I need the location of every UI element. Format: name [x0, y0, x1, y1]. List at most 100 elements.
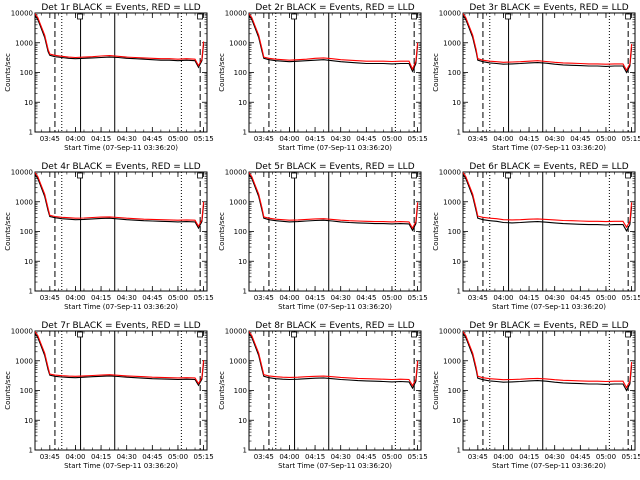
x-tick-label: 03:45 — [254, 135, 274, 143]
x-tick-label: 04:30 — [117, 135, 137, 143]
top-square-marker — [625, 331, 631, 338]
y-tick-label: 1 — [457, 288, 461, 296]
y-tick-label: 1 — [29, 447, 33, 455]
x-tick-label: 04:30 — [545, 135, 565, 143]
x-tick-label: 04:00 — [65, 453, 85, 461]
y-tick-label: 100 — [448, 69, 461, 77]
plot-title: Det 2r BLACK = Events, RED = LLD — [255, 3, 414, 13]
series-line-lld — [463, 13, 633, 72]
series-line-lld — [463, 172, 633, 229]
y-tick-label: 100 — [448, 228, 461, 236]
plot-frame — [462, 171, 636, 292]
x-tick-label: 03:45 — [468, 294, 488, 302]
top-square-marker — [197, 13, 203, 20]
y-tick-label: 1000 — [15, 198, 33, 206]
x-tick-label: 04:00 — [279, 294, 299, 302]
top-square-marker — [505, 13, 511, 20]
y-tick-label: 100 — [234, 69, 247, 77]
detector-plot-7: Det 7r BLACK = Events, RED = LLD Counts/s… — [4, 321, 214, 470]
x-tick-label: 04:15 — [305, 135, 325, 143]
x-tick-label: 04:30 — [117, 294, 137, 302]
x-tick-label: 04:30 — [331, 135, 351, 143]
x-tick-label: 04:00 — [493, 135, 513, 143]
x-tick-label: 04:15 — [91, 294, 111, 302]
x-axis-label: Start Time (07-Sep-11 03:36:20) — [64, 303, 178, 311]
top-square-marker — [625, 13, 631, 20]
plot-title: Det 4r BLACK = Events, RED = LLD — [41, 162, 200, 172]
y-axis-label: Counts/sec — [4, 212, 12, 251]
top-square-marker — [77, 172, 83, 179]
top-square-marker — [505, 172, 511, 179]
plot-frame — [462, 330, 636, 451]
x-axis-label: Start Time (07-Sep-11 03:36:20) — [278, 144, 392, 152]
y-tick-label: 10000 — [11, 10, 33, 18]
plot-frame — [462, 12, 636, 133]
top-square-marker — [197, 172, 203, 179]
detector-plot-5: Det 5r BLACK = Events, RED = LLD Counts/s… — [218, 162, 428, 311]
x-tick-label: 05:15 — [193, 294, 213, 302]
y-tick-label: 100 — [234, 387, 247, 395]
detector-plot-3: Det 3r BLACK = Events, RED = LLD Counts/s… — [432, 3, 640, 152]
x-axis-label: Start Time (07-Sep-11 03:36:20) — [492, 303, 606, 311]
x-axis-label: Start Time (07-Sep-11 03:36:20) — [278, 462, 392, 470]
detector-plot-6: Det 6r BLACK = Events, RED = LLD Counts/s… — [432, 162, 640, 311]
series-line-lld — [249, 13, 419, 71]
x-tick-label: 04:15 — [519, 294, 539, 302]
series-line-events — [35, 14, 205, 69]
x-tick-label: 03:45 — [468, 135, 488, 143]
y-tick-label: 100 — [20, 69, 33, 77]
top-square-marker — [291, 13, 297, 20]
plot-title: Det 7r BLACK = Events, RED = LLD — [41, 321, 200, 331]
detector-plot-8: Det 8r BLACK = Events, RED = LLD Counts/s… — [218, 321, 428, 470]
top-square-marker — [411, 13, 417, 20]
x-tick-label: 04:00 — [65, 294, 85, 302]
y-tick-label: 100 — [20, 228, 33, 236]
x-tick-label: 05:00 — [382, 135, 402, 143]
x-tick-label: 04:45 — [142, 294, 162, 302]
top-square-marker — [77, 13, 83, 20]
y-tick-label: 1000 — [15, 357, 33, 365]
x-tick-label: 05:00 — [596, 453, 616, 461]
x-tick-label: 05:15 — [193, 453, 213, 461]
y-tick-label: 1 — [243, 129, 247, 137]
y-tick-label: 10 — [24, 99, 33, 107]
x-tick-label: 04:30 — [331, 294, 351, 302]
y-tick-label: 10 — [238, 99, 247, 107]
x-tick-label: 04:00 — [65, 135, 85, 143]
x-tick-label: 05:00 — [168, 453, 188, 461]
y-tick-label: 1000 — [443, 198, 461, 206]
top-square-marker — [411, 172, 417, 179]
top-square-marker — [197, 331, 203, 338]
y-axis-label: Counts/sec — [4, 53, 12, 92]
x-tick-label: 04:30 — [331, 453, 351, 461]
x-tick-label: 04:00 — [493, 294, 513, 302]
x-tick-label: 04:15 — [91, 453, 111, 461]
y-tick-label: 1000 — [229, 39, 247, 47]
top-square-marker — [77, 331, 83, 338]
top-square-marker — [411, 331, 417, 338]
x-tick-label: 04:45 — [570, 135, 590, 143]
plot-frame — [248, 12, 422, 133]
x-tick-label: 04:45 — [356, 294, 376, 302]
series-line-lld — [35, 331, 205, 385]
x-tick-label: 05:15 — [621, 294, 640, 302]
x-tick-label: 04:45 — [570, 453, 590, 461]
top-square-marker — [291, 331, 297, 338]
detector-plot-1: Det 1r BLACK = Events, RED = LLD Counts/s… — [4, 3, 214, 152]
x-tick-label: 03:45 — [254, 453, 274, 461]
y-axis-label: Counts/sec — [218, 212, 226, 251]
y-tick-label: 10 — [452, 99, 461, 107]
x-axis-label: Start Time (07-Sep-11 03:36:20) — [64, 144, 178, 152]
y-tick-label: 1000 — [15, 39, 33, 47]
x-tick-label: 05:15 — [407, 294, 427, 302]
detector-plot-2: Det 2r BLACK = Events, RED = LLD Counts/s… — [218, 3, 428, 152]
plot-title: Det 9r BLACK = Events, RED = LLD — [469, 321, 628, 331]
y-tick-label: 1000 — [229, 198, 247, 206]
x-axis-label: Start Time (07-Sep-11 03:36:20) — [492, 462, 606, 470]
x-tick-label: 03:45 — [40, 453, 60, 461]
x-tick-label: 04:45 — [142, 453, 162, 461]
y-tick-label: 1 — [457, 447, 461, 455]
y-tick-label: 10 — [24, 258, 33, 266]
x-tick-label: 04:45 — [570, 294, 590, 302]
x-tick-label: 03:45 — [40, 135, 60, 143]
